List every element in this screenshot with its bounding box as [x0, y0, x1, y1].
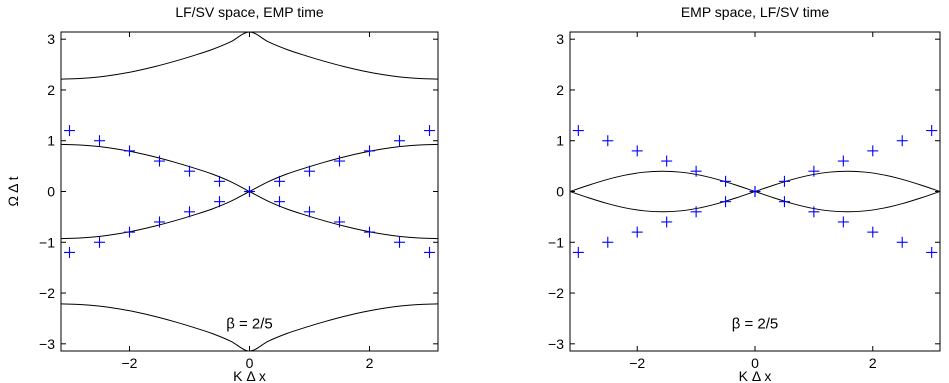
data-point-marker	[926, 246, 938, 258]
right-plot-panel: −3 −2 −1 0 1 2 3 −2 0 2 EMP space, LF/SV time K Δ x…	[548, 4, 941, 383]
data-point-marker	[334, 155, 346, 167]
y-tick-label: 0	[47, 184, 55, 200]
data-point-marker	[244, 186, 255, 197]
data-point-marker	[720, 196, 732, 208]
data-point-marker	[93, 135, 105, 147]
data-point-marker	[572, 246, 584, 258]
y-tick-label: 0	[556, 184, 564, 200]
y-tick-label: 2	[556, 82, 564, 98]
data-point-marker	[304, 206, 316, 218]
data-point-marker	[837, 216, 849, 228]
data-point-marker	[183, 206, 195, 218]
y-tick-label: −1	[39, 234, 55, 250]
data-point-marker	[364, 145, 376, 157]
series-line	[61, 32, 438, 80]
x-tick-label: 0	[246, 355, 254, 371]
y-tick-label: −1	[548, 234, 564, 250]
y-tick-label: 1	[47, 133, 55, 149]
y-tick-label: −3	[39, 336, 55, 352]
data-point-marker	[153, 216, 165, 228]
y-tick-label: 1	[556, 133, 564, 149]
data-point-marker	[424, 125, 436, 137]
data-point-marker	[661, 155, 673, 167]
data-point-marker	[123, 145, 135, 157]
data-point-marker	[661, 216, 673, 228]
left-plot-panel: −3 −2 −1 0 1 2 3 −2 0 2 LF/SV space, EMP time K Δ x…	[5, 4, 439, 383]
data-point-marker	[602, 236, 614, 248]
data-point-marker	[123, 226, 135, 238]
data-point-marker	[183, 165, 195, 177]
plot-area	[61, 32, 438, 351]
data-point-marker	[778, 175, 790, 187]
chart-title: LF/SV space, EMP time	[175, 4, 324, 20]
data-point-marker	[867, 145, 879, 157]
beta-annotation: β = 2/5	[226, 316, 273, 333]
y-tick-label: −2	[548, 285, 564, 301]
data-point-marker	[93, 236, 105, 248]
y-tick-label: −2	[39, 285, 55, 301]
data-point-marker	[778, 196, 790, 208]
x-tick-label: 2	[366, 355, 374, 371]
x-tick-label: −2	[122, 355, 138, 371]
data-point-marker	[896, 135, 908, 147]
data-point-marker	[274, 196, 286, 208]
y-tick-label: −3	[548, 336, 564, 352]
data-point-marker	[304, 165, 316, 177]
data-point-marker	[153, 155, 165, 167]
data-point-marker	[867, 226, 879, 238]
data-point-marker	[63, 246, 75, 258]
y-tick-label: 3	[556, 31, 564, 47]
data-point-marker	[631, 226, 643, 238]
x-tick-label: −2	[629, 355, 645, 371]
data-point-marker	[631, 145, 643, 157]
plot-area	[570, 125, 940, 258]
data-point-marker	[896, 236, 908, 248]
data-point-marker	[837, 155, 849, 167]
data-point-marker	[808, 206, 820, 218]
data-point-marker	[334, 216, 346, 228]
x-axis-label: K Δ x	[233, 368, 266, 383]
data-point-marker	[572, 125, 584, 137]
data-point-marker	[394, 135, 406, 147]
y-tick-label: 3	[47, 31, 55, 47]
data-point-marker	[213, 196, 225, 208]
data-point-marker	[602, 135, 614, 147]
x-axis-label: K Δ x	[739, 368, 772, 383]
x-tick-label: 2	[869, 355, 877, 371]
data-point-marker	[926, 125, 938, 137]
x-tick-label: 0	[751, 355, 759, 371]
data-point-marker	[274, 175, 286, 187]
series-line	[61, 303, 438, 351]
chart-title: EMP space, LF/SV time	[681, 4, 830, 20]
data-point-marker	[749, 186, 761, 197]
data-point-marker	[364, 226, 376, 238]
data-point-marker	[808, 165, 820, 177]
beta-annotation: β = 2/5	[732, 316, 779, 333]
data-point-marker	[690, 165, 702, 177]
data-point-marker	[720, 175, 732, 187]
y-axis-label: Ω Δ t	[5, 176, 21, 206]
data-point-marker	[690, 206, 702, 218]
data-point-marker	[424, 246, 436, 258]
data-point-marker	[63, 125, 75, 137]
data-point-marker	[394, 236, 406, 248]
data-point-marker	[213, 175, 225, 187]
y-tick-label: 2	[47, 82, 55, 98]
